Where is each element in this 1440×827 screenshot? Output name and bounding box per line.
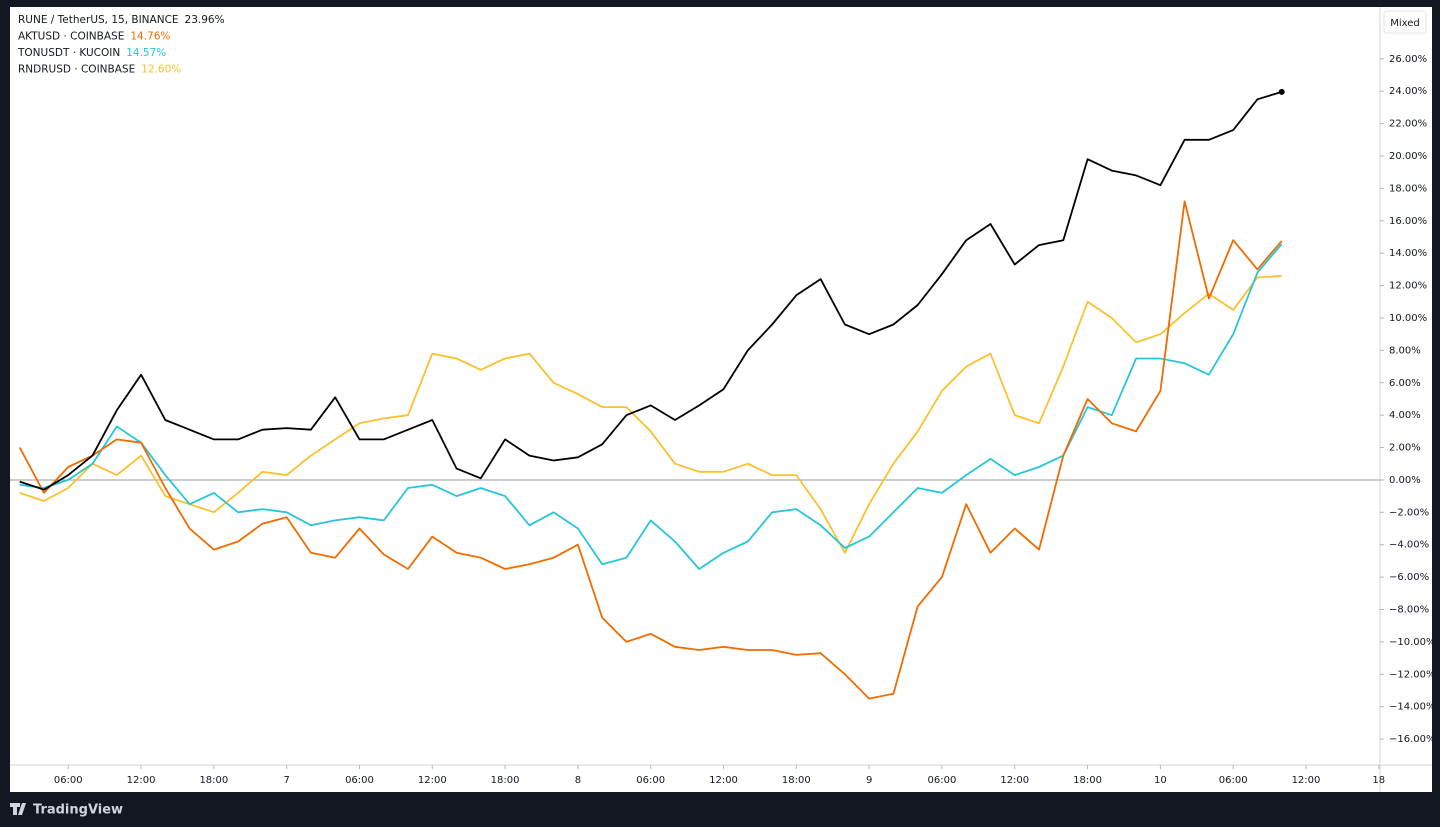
legend-name: RNDRUSD · COINBASE <box>18 64 135 76</box>
brand-name: TradingView <box>33 803 123 818</box>
y-tick-label: −14.00% <box>1389 702 1436 713</box>
x-tick-label: 06:00 <box>54 775 83 786</box>
series-line <box>19 243 1283 570</box>
y-tick-label: 26.00% <box>1389 54 1427 65</box>
legend-name: TONUSDT · KUCOIN <box>17 47 120 59</box>
y-tick-label: −2.00% <box>1389 507 1429 518</box>
y-tick-label: 20.00% <box>1389 151 1427 162</box>
x-tick-label: 12:00 <box>1292 775 1321 786</box>
y-tick-label: 10.00% <box>1389 313 1427 324</box>
y-tick-label: 6.00% <box>1389 378 1421 389</box>
x-tick-label: 06:00 <box>1219 775 1248 786</box>
mode-button-box[interactable] <box>1383 10 1427 34</box>
x-tick-label: 18:00 <box>491 775 520 786</box>
y-tick-label: 8.00% <box>1389 345 1421 356</box>
legend-value: 23.96% <box>185 14 225 26</box>
y-tick-label: −16.00% <box>1389 734 1436 745</box>
y-tick-label: 22.00% <box>1389 119 1427 130</box>
legend-entry: RUNE / TetherUS, 15, BINANCE 23.96% <box>18 14 225 26</box>
legend-name: RUNE / TetherUS, 15, BINANCE <box>18 14 179 26</box>
chart-pane <box>10 7 1432 792</box>
y-tick-label: −4.00% <box>1389 540 1429 551</box>
y-tick-label: −10.00% <box>1389 637 1436 648</box>
last-point <box>1278 88 1285 95</box>
series-line <box>19 275 1282 554</box>
x-tick-label: 8 <box>575 775 581 786</box>
x-tick-label: 7 <box>283 775 289 786</box>
legend-entry: RNDRUSD · COINBASE 12.60% <box>18 64 181 76</box>
legend-name: AKTUSD · COINBASE <box>18 31 124 43</box>
y-tick-label: 2.00% <box>1389 443 1421 454</box>
y-tick-label: 0.00% <box>1389 475 1421 486</box>
x-tick-label: 18 <box>1372 775 1385 786</box>
series-line <box>19 91 1282 491</box>
x-tick-label: 18:00 <box>199 775 228 786</box>
x-tick-label: 06:00 <box>928 775 957 786</box>
y-tick-label: −6.00% <box>1389 572 1429 583</box>
series-line <box>18 200 1283 700</box>
y-tick-label: −12.00% <box>1389 669 1436 680</box>
x-tick-label: 06:00 <box>636 775 665 786</box>
legend-entry: AKTUSD · COINBASE 14.76% <box>18 31 170 43</box>
y-tick-label: −8.00% <box>1389 605 1429 616</box>
x-tick-label: 06:00 <box>345 775 374 786</box>
legend-entry: TONUSDT · KUCOIN 14.57% <box>17 47 166 59</box>
x-tick-label: 12:00 <box>127 775 156 786</box>
y-tick-label: 18.00% <box>1389 183 1427 194</box>
y-tick-label: 14.00% <box>1389 248 1427 259</box>
y-tick-label: 16.00% <box>1389 216 1427 227</box>
mode-button-label[interactable]: Mixed <box>1390 18 1420 29</box>
x-tick-label: 10 <box>1154 775 1167 786</box>
x-tick-label: 18:00 <box>782 775 811 786</box>
y-tick-label: 24.00% <box>1389 86 1427 97</box>
mode-button[interactable]: Mixed <box>1383 10 1427 34</box>
legend-value: 14.57% <box>126 47 166 59</box>
brand-logo <box>10 803 26 815</box>
x-tick-label: 12:00 <box>418 775 447 786</box>
x-tick-label: 9 <box>866 775 872 786</box>
x-tick-label: 12:00 <box>1000 775 1029 786</box>
legend-value: 14.76% <box>130 31 170 43</box>
x-tick-label: 12:00 <box>709 775 738 786</box>
y-tick-label: 12.00% <box>1389 281 1427 292</box>
legend-value: 12.60% <box>141 64 181 76</box>
x-tick-label: 18:00 <box>1073 775 1102 786</box>
y-tick-label: 4.00% <box>1389 410 1421 421</box>
brand: TradingView <box>10 803 123 818</box>
